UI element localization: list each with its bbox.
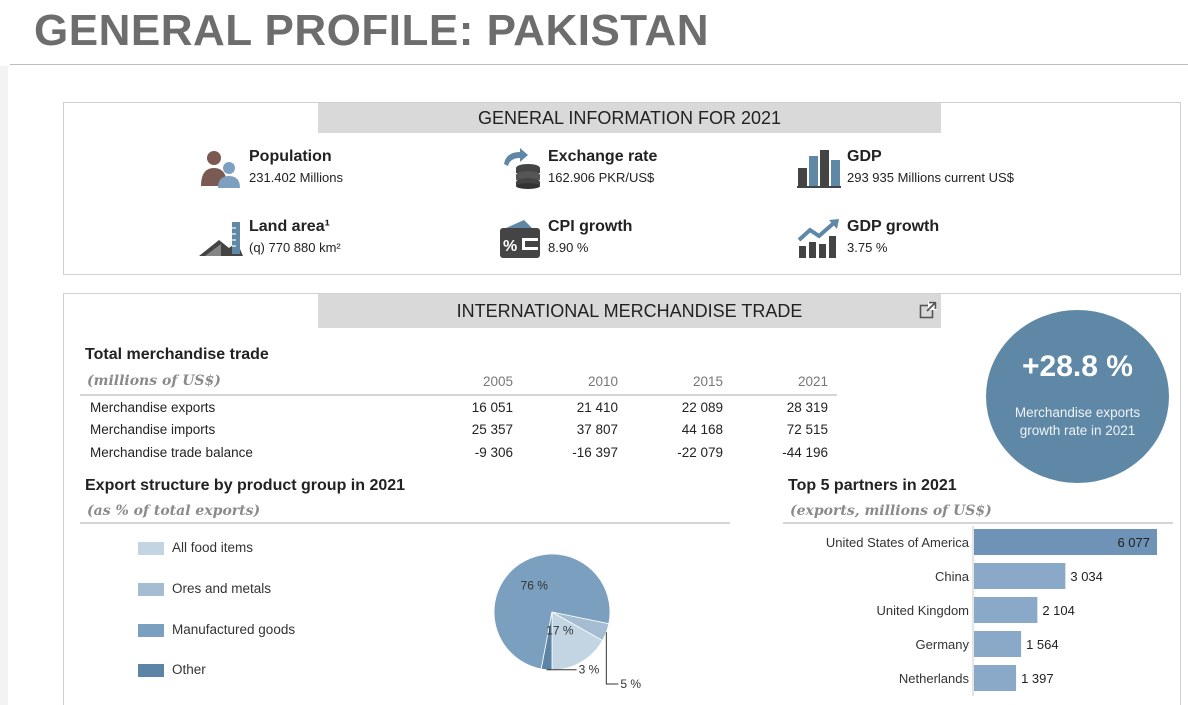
exchange-rate-value: 162.906 PKR/US$: [548, 170, 655, 185]
gdp-value: 293 935 Millions current US$: [847, 170, 1014, 185]
legend-label: All food items: [172, 540, 254, 555]
page-title: GENERAL PROFILE: PAKISTAN: [34, 6, 709, 55]
exchange-rate-label: Exchange rate: [548, 148, 658, 165]
year-header: 2015: [692, 374, 723, 389]
legend-label: Manufactured goods: [172, 622, 296, 637]
left-margin-strip: [0, 66, 8, 705]
pie-slice: [493, 553, 611, 670]
year-header: 2005: [482, 374, 513, 389]
bar: [974, 529, 1157, 555]
partners-title: Top 5 partners in 2021: [788, 477, 957, 494]
gdp-growth-label: GDP growth: [847, 218, 940, 235]
top-partners-bar-chart: United States of America 6 077 China 3 034 U…: [826, 526, 1157, 696]
partners-subtitle: (exports, millions of US$): [790, 503, 992, 519]
table-header-rule: [80, 394, 837, 396]
bar: [974, 563, 1066, 589]
bar-category-label: Netherlands: [899, 671, 970, 686]
bar: [974, 597, 1038, 623]
gdp-growth-icon: [797, 219, 839, 258]
land-area-label: Land area¹: [249, 218, 330, 235]
cpi-icon: %: [500, 220, 540, 258]
bar-value-label: 3 034: [1070, 569, 1103, 584]
table-cell: 25 357: [471, 422, 513, 437]
cpi-growth-value: 8.90 %: [548, 240, 589, 255]
table-cell: 22 089: [681, 400, 723, 415]
legend-swatch: [138, 624, 164, 637]
badge-text: Merchandise exports growth rate in 2021: [1014, 405, 1141, 438]
exchange-rate-icon: [504, 148, 540, 189]
legend-swatch: [138, 583, 164, 596]
year-header-row: 2005 2010 2015 2021: [63, 374, 828, 396]
table-cell: 44 168: [681, 422, 723, 437]
legend-label: Ores and metals: [172, 581, 272, 596]
export-growth-badge: +28.8 % Merchandise exports growth rate …: [986, 310, 1169, 483]
bar-value-label: 1 564: [1026, 637, 1059, 652]
table-row: Merchandise imports 25 357 37 807 44 168…: [90, 422, 836, 444]
row-label: Merchandise exports: [90, 400, 216, 415]
table-cell: 28 319: [786, 400, 828, 415]
table-cell: 72 515: [786, 422, 828, 437]
pie-data-label: 76 %: [521, 579, 549, 593]
pie-data-label: 5 %: [620, 677, 641, 691]
legend-swatch: [138, 542, 164, 555]
cpi-growth-label: CPI growth: [548, 218, 633, 235]
table-row: Merchandise exports 16 051 21 410 22 089…: [90, 400, 836, 422]
bar-value-label: 2 104: [1042, 603, 1075, 618]
pie-data-label: 3 %: [579, 663, 600, 677]
pie-data-label: 17 %: [546, 624, 574, 638]
land-area-value: (q) 770 880 km²: [249, 240, 341, 255]
export-structure-subtitle: (as % of total exports): [87, 503, 261, 519]
table-cell: -9 306: [474, 445, 513, 460]
table-cell: 16 051: [471, 400, 513, 415]
bar: [974, 665, 1017, 691]
gdp-growth-value: 3.75 %: [847, 240, 888, 255]
trade-header: INTERNATIONAL MERCHANDISE TRADE: [318, 294, 941, 328]
title-divider: [10, 64, 1188, 65]
year-header: 2010: [587, 374, 618, 389]
bar: [974, 631, 1022, 657]
external-link-icon[interactable]: [919, 301, 937, 319]
row-label: Merchandise imports: [90, 422, 216, 437]
bar-category-label: United Kingdom: [877, 603, 970, 618]
bar-category-label: China: [935, 569, 970, 584]
legend-swatch: [138, 664, 164, 677]
table-row: Merchandise trade balance -9 306 -16 397…: [90, 445, 836, 467]
bar-value-label: 1 397: [1021, 671, 1054, 686]
table-cell: -44 196: [782, 445, 828, 460]
table-cell: 37 807: [576, 422, 618, 437]
export-structure-title: Export structure by product group in 202…: [85, 477, 406, 494]
legend-label: Other: [172, 662, 206, 677]
pie-leader-line: [605, 632, 619, 685]
export-structure-pie-chart: 17 % 76 % 5 % 3 %: [493, 553, 641, 691]
table-cell: -16 397: [572, 445, 618, 460]
svg-text:%: %: [503, 238, 517, 255]
population-icon: [201, 151, 240, 188]
population-value: 231.402 Millions: [249, 170, 343, 185]
gdp-label: GDP: [847, 148, 882, 165]
year-header: 2021: [797, 374, 828, 389]
population-label: Population: [249, 148, 332, 165]
land-area-icon: [199, 222, 243, 256]
bar-value-label: 6 077: [1117, 535, 1150, 550]
table-cell: -22 079: [677, 445, 723, 460]
export-structure-rule: [80, 522, 730, 524]
total-trade-subtitle: (millions of US$): [87, 373, 221, 389]
general-information-panel: GENERAL INFORMATION FOR 2021 Population …: [63, 102, 1181, 275]
bar-category-label: United States of America: [826, 535, 970, 550]
table-cell: 21 410: [576, 400, 618, 415]
general-info-header: GENERAL INFORMATION FOR 2021: [318, 103, 941, 133]
gdp-bar-icon: [797, 150, 841, 188]
partners-rule: [783, 522, 1173, 524]
badge-value: +28.8 %: [1022, 350, 1133, 383]
bar-category-label: Germany: [916, 637, 970, 652]
total-trade-title: Total merchandise trade: [85, 346, 269, 363]
row-label: Merchandise trade balance: [90, 445, 253, 460]
